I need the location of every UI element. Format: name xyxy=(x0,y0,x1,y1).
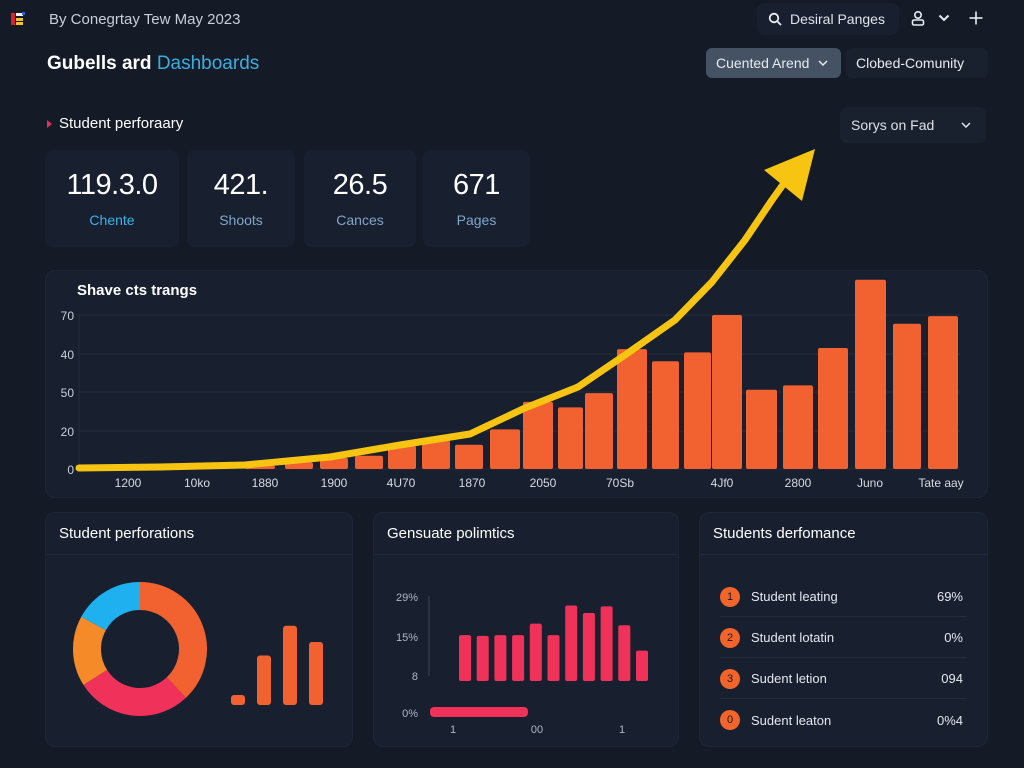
bar xyxy=(684,352,711,469)
list-item-label: Sudent letion xyxy=(751,671,827,686)
trend-line xyxy=(75,168,796,472)
y-tick-label: 50 xyxy=(61,386,75,400)
rank-badge: 1 xyxy=(720,586,740,607)
bar xyxy=(928,316,958,469)
bar xyxy=(652,361,679,469)
bar xyxy=(855,279,886,469)
x-tick-label: 2800 xyxy=(785,476,812,490)
bar xyxy=(455,444,483,469)
stat-card: 26.5 Cances xyxy=(304,150,416,247)
x-tick-label: Juno xyxy=(857,476,883,490)
stat-value: 119.3.0 xyxy=(66,169,158,201)
y-tick-label: 0 xyxy=(67,463,74,477)
donut-card: Student perforations xyxy=(45,512,353,747)
search-button[interactable]: Desiral Panges xyxy=(757,3,899,35)
stat-card: 119.3.0 Chente xyxy=(45,150,179,247)
bar xyxy=(388,445,416,469)
user-icon[interactable] xyxy=(906,6,930,30)
list-item-value: 69% xyxy=(936,589,963,604)
section-title: Student perforaary xyxy=(47,115,183,132)
list-item-value: 0%4 xyxy=(936,712,963,728)
page-title: Gubells ard Dashboards xyxy=(47,53,259,75)
chevron-down-icon xyxy=(818,60,828,67)
x-tick-label: 1880 xyxy=(252,476,279,490)
y-tick-label: 70 xyxy=(61,309,75,323)
filter-dropdown[interactable]: Cuented Arend xyxy=(706,48,841,78)
bar xyxy=(818,348,848,469)
x-tick-label: 1200 xyxy=(115,476,142,490)
bar xyxy=(585,393,613,469)
bar-card-title: Gensuate polimtics xyxy=(374,513,678,555)
x-tick-label: 70Sb xyxy=(606,476,634,490)
x-tick-label: 4U70 xyxy=(387,476,416,490)
stat-label: Cances xyxy=(336,212,384,228)
x-tick-label: 1870 xyxy=(459,476,486,490)
rank-badge: 0 xyxy=(720,710,740,730)
stat-value: 671 xyxy=(453,169,500,201)
bar-card: Gensuate polimtics xyxy=(373,512,679,747)
rank-badge: 3 xyxy=(720,668,740,689)
x-tick-label: 1900 xyxy=(321,476,348,490)
filter-dropdown-label: Cuented Arend xyxy=(716,55,810,71)
bar xyxy=(355,455,383,469)
list-item[interactable]: 0 Sudent leaton 0%4 xyxy=(720,700,967,740)
plus-icon[interactable] xyxy=(964,6,988,30)
list-item-value: 0% xyxy=(944,630,963,645)
stat-label: Pages xyxy=(456,212,497,228)
bar xyxy=(422,440,450,469)
section-title-text: Student perforaary xyxy=(59,115,184,132)
list-item-label: Sudent leaton xyxy=(751,712,832,728)
x-tick-label: 2050 xyxy=(530,476,557,490)
stat-label: Chente xyxy=(89,212,135,228)
stat-value: 26.5 xyxy=(332,169,388,201)
bar xyxy=(617,349,647,469)
performance-card: Students derfomance 1 Student leating 69… xyxy=(699,512,988,747)
y-tick-label: 40 xyxy=(61,348,75,362)
search-icon xyxy=(768,12,782,26)
bar xyxy=(712,315,742,469)
stat-card: 671 Pages xyxy=(423,150,530,247)
stat-label: Shoots xyxy=(219,212,263,228)
list-item[interactable]: 3 Sudent letion 094 xyxy=(720,659,967,699)
bullet-icon xyxy=(47,119,52,128)
chevron-down-icon[interactable] xyxy=(932,6,956,30)
rank-badge: 2 xyxy=(720,627,740,648)
x-tick-label: 10ko xyxy=(184,476,210,490)
y-tick-label: 20 xyxy=(61,425,75,439)
chart-title: Shave cts trangs xyxy=(77,282,197,299)
bar xyxy=(558,407,583,469)
bar xyxy=(893,323,921,469)
performance-card-title: Students derfomance xyxy=(700,513,987,555)
stat-value: 421. xyxy=(213,169,269,201)
stat-card: 421. Shoots xyxy=(187,150,295,247)
community-button[interactable]: Clobed-Comunity xyxy=(846,48,988,78)
bar xyxy=(783,385,813,469)
sort-dropdown[interactable]: Sorys on Fad xyxy=(840,107,986,143)
chevron-down-icon xyxy=(961,122,971,129)
bar xyxy=(523,401,553,469)
page-title-main: Gubells ard xyxy=(47,53,152,74)
community-button-label: Clobed-Comunity xyxy=(856,55,965,71)
bar xyxy=(490,429,520,469)
search-label: Desiral Panges xyxy=(790,11,885,27)
brand-title: By Conegrtay Tew May 2023 xyxy=(49,11,241,28)
list-item-value: 094 xyxy=(941,671,963,686)
list-item[interactable]: 2 Student lotatin 0% xyxy=(720,618,967,658)
page-title-accent: Dashboards xyxy=(156,53,260,74)
donut-card-title: Student perforations xyxy=(46,513,352,555)
list-item[interactable]: 1 Student leating 69% xyxy=(720,577,967,617)
trend-arrow-head xyxy=(764,149,815,201)
bar xyxy=(746,389,777,469)
brand-logo-icon xyxy=(10,11,26,27)
list-item-label: Student leating xyxy=(751,589,838,604)
sort-dropdown-label: Sorys on Fad xyxy=(851,117,935,133)
list-item-label: Student lotatin xyxy=(751,630,835,645)
x-tick-label: Tate aay xyxy=(918,476,963,490)
x-tick-label: 4Jf0 xyxy=(711,476,734,490)
